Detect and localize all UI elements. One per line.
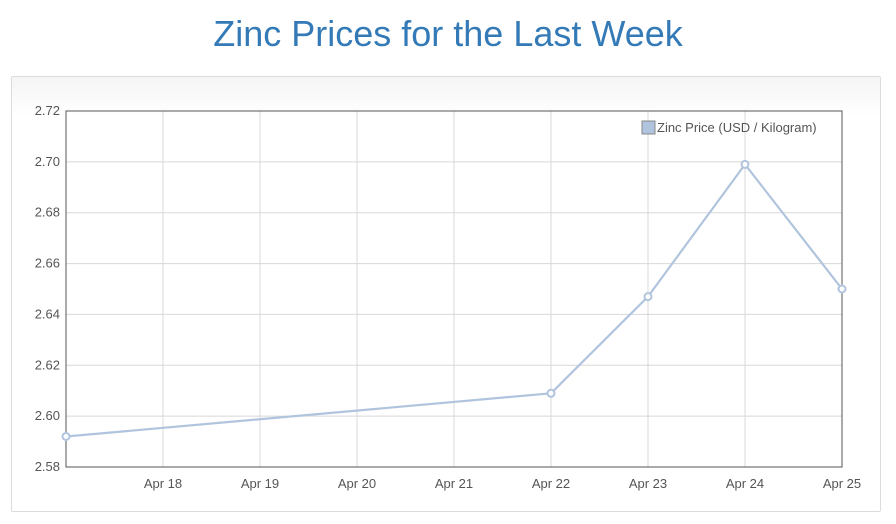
data-point[interactable] xyxy=(643,292,653,302)
x-tick-label: Apr 21 xyxy=(435,476,473,491)
page-title: Zinc Prices for the Last Week xyxy=(213,13,683,54)
chart-panel: 2.58 2.60 2.62 2.64 2.66 2.68 2.70 2.72 Apr 18 A… xyxy=(11,76,881,512)
series-layer xyxy=(61,159,847,441)
y-tick-label: 2.70 xyxy=(35,154,60,169)
y-tick-label: 2.66 xyxy=(35,256,60,271)
y-tick-label: 2.58 xyxy=(35,459,60,474)
y-tick-label: 2.60 xyxy=(35,408,60,423)
y-tick-label: 2.64 xyxy=(35,306,60,321)
x-tick-label: Apr 25 xyxy=(823,476,861,491)
data-point[interactable] xyxy=(61,431,71,441)
x-tick-label: Apr 20 xyxy=(338,476,376,491)
data-point[interactable] xyxy=(837,284,847,294)
y-tick-label: 2.72 xyxy=(35,103,60,118)
legend-swatch xyxy=(641,120,656,135)
y-tick-label: 2.68 xyxy=(35,205,60,220)
x-tick-label: Apr 22 xyxy=(532,476,570,491)
legend-label: Zinc Price (USD / Kilogram) xyxy=(657,120,817,135)
x-tick-label: Apr 24 xyxy=(726,476,764,491)
data-point[interactable] xyxy=(546,388,556,398)
legend: Zinc Price (USD / Kilogram) xyxy=(641,120,817,135)
line-chart: 2.582.602.622.642.662.682.702.72 Apr 18 A… xyxy=(35,103,861,491)
x-axis: Apr 18 Apr 19 Apr 20 Apr 21 Apr 22 Apr 23 Apr … xyxy=(144,476,861,491)
x-tick-label: Apr 18 xyxy=(144,476,182,491)
y-tick-label: 2.62 xyxy=(35,357,60,372)
grid xyxy=(66,110,843,468)
data-point[interactable] xyxy=(740,159,750,169)
y-axis: 2.58 2.60 2.62 2.64 2.66 2.68 2.70 2.72 xyxy=(35,103,60,474)
x-tick-label: Apr 19 xyxy=(241,476,279,491)
x-tick-label: Apr 23 xyxy=(629,476,667,491)
